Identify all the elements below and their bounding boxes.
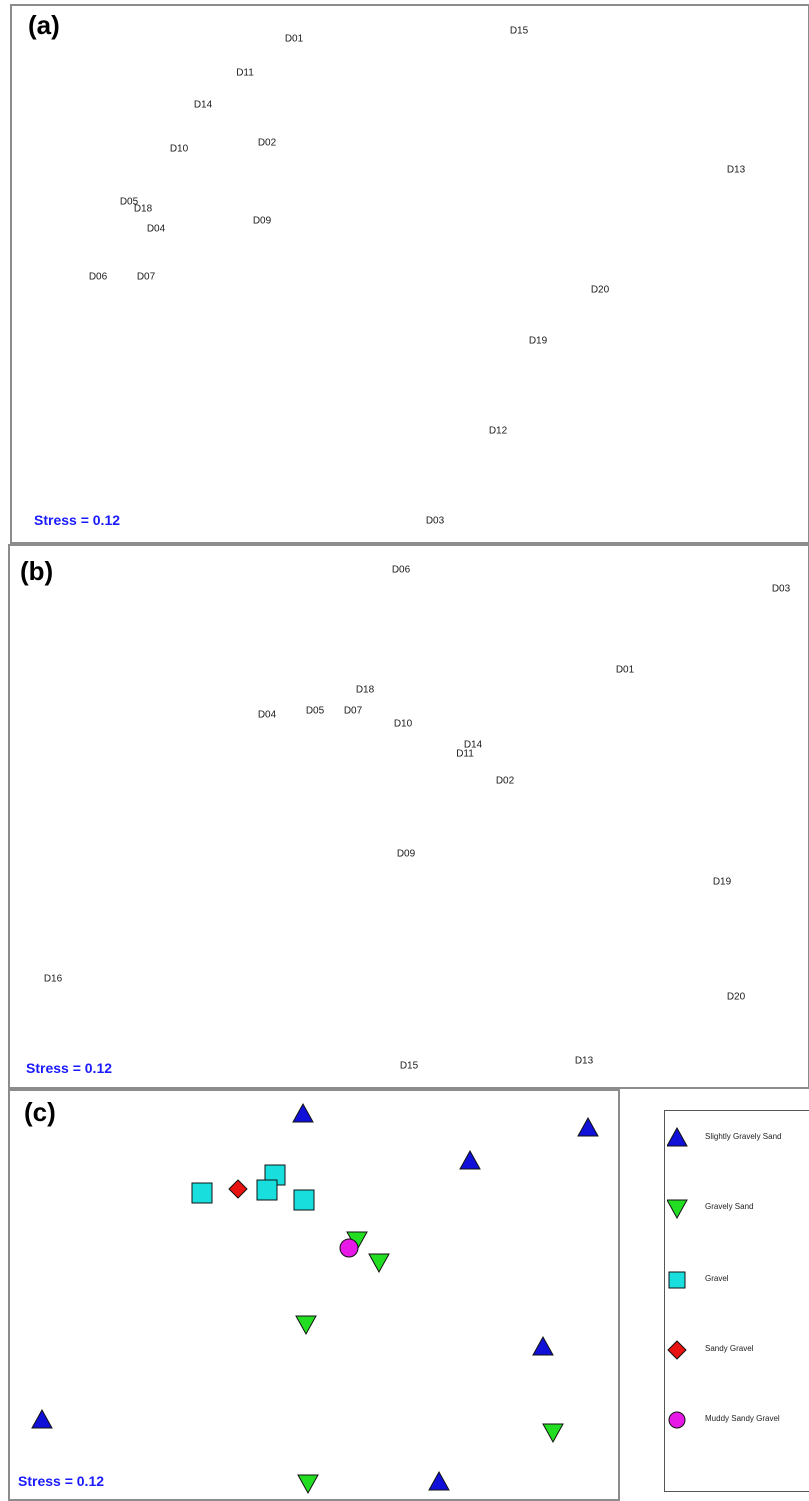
point-label-d11: D11 [236,67,254,79]
point-label-d18: D18 [355,684,375,696]
stress-label-c: Stress = 0.12 [18,1473,105,1489]
point-label-d04: D04 [257,709,277,721]
point-label-d14: D14 [463,739,483,751]
point-label-d20: D20 [726,991,746,1003]
point-label-d19: D19 [528,335,548,347]
marker-slightly-gravely-sand-5 [31,1408,53,1429]
legend-marker-gravel [668,1271,686,1289]
point-label-d05: D05 [119,196,139,208]
point-label-d09: D09 [396,848,416,860]
point-label-d16: D16 [43,973,63,985]
marker-muddy-sandy-gravel-1 [339,1238,359,1258]
stress-label-b: Stress = 0.12 [26,1060,113,1076]
marker-sandy-gravel-1 [228,1179,248,1199]
point-label-d01: D01 [284,33,304,45]
point-label-d03: D03 [771,583,791,595]
panel-letter-b: (b) [20,556,54,586]
point-label-d15: D15 [509,25,529,37]
stress-label-a: Stress = 0.12 [34,512,121,528]
legend-label: Gravely Sand [705,1202,754,1211]
point-label-d05: D05 [305,705,325,717]
legend-marker-slightly-gravely-sand [667,1127,688,1147]
point-label-d11: D11 [456,748,474,760]
marker-gravel-3 [256,1179,278,1201]
point-label-d06: D06 [88,271,108,283]
point-label-d10: D10 [393,718,413,730]
point-label-d20: D20 [590,284,610,296]
marker-gravely-sand-5 [297,1474,319,1495]
point-label-d15: D15 [399,1060,419,1072]
marker-gravely-sand-4 [542,1423,564,1444]
panel-letter-c: (c) [24,1097,56,1127]
legend-item-sandy-gravel: Sandy Gravel [665,1339,809,1360]
legend: Slightly Gravely Sand Gravely Sand Gravel S… [664,1110,809,1492]
point-label-d01: D01 [615,664,635,676]
legend-item-slightly-gravely-sand: Slightly Gravely Sand [665,1127,809,1147]
point-label-d10: D10 [169,143,189,155]
point-label-d13: D13 [726,164,746,176]
legend-marker-sandy-gravel [667,1340,687,1360]
legend-label: Sandy Gravel [705,1344,754,1353]
mds-panel-c: (c) Stress = 0.12 [8,1089,620,1501]
marker-slightly-gravely-sand-2 [577,1116,599,1137]
point-label-d07: D07 [343,705,363,717]
marker-slightly-gravely-sand-6 [428,1470,450,1491]
point-label-d04: D04 [146,223,166,235]
mds-panel-a: (a) Stress = 0.12 D01 D15 D11 D14 D02 D10 D13 D… [10,4,809,544]
marker-gravely-sand-2 [368,1253,390,1274]
point-label-d07: D07 [136,271,156,283]
legend-item-gravel: Gravel [665,1269,809,1289]
marker-gravel-4 [293,1189,315,1211]
point-label-d02: D02 [495,775,515,787]
panel-letter-a: (a) [28,10,60,40]
marker-slightly-gravely-sand-3 [459,1149,481,1170]
marker-slightly-gravely-sand-1 [292,1102,314,1123]
legend-label: Gravel [705,1274,729,1283]
marker-gravely-sand-3 [295,1315,317,1336]
point-label-d13: D13 [574,1055,594,1067]
marker-slightly-gravely-sand-4 [532,1335,554,1356]
point-label-d14: D14 [193,99,213,111]
legend-marker-gravely-sand [667,1199,688,1219]
marker-gravel-1 [191,1182,213,1204]
legend-label: Muddy Sandy Gravel [705,1414,780,1423]
legend-marker-muddy-sandy-gravel [668,1411,686,1429]
legend-item-gravely-sand: Gravely Sand [665,1197,809,1219]
point-label-d03: D03 [425,515,445,527]
point-label-d06: D06 [391,564,411,576]
mds-panel-b: (b) Stress = 0.12 D06 D03 D01 D18 D04 D05 D07 D… [8,544,809,1089]
point-label-d19: D19 [712,876,732,888]
legend-label: Slightly Gravely Sand [705,1132,782,1141]
point-label-d12: D12 [488,425,508,437]
legend-item-muddy-sandy-gravel: Muddy Sandy Gravel [665,1409,809,1429]
point-label-d02: D02 [257,137,277,149]
point-label-d09: D09 [252,215,272,227]
point-label-d18: D18 [133,203,153,215]
mds-plot-c [31,1102,599,1495]
